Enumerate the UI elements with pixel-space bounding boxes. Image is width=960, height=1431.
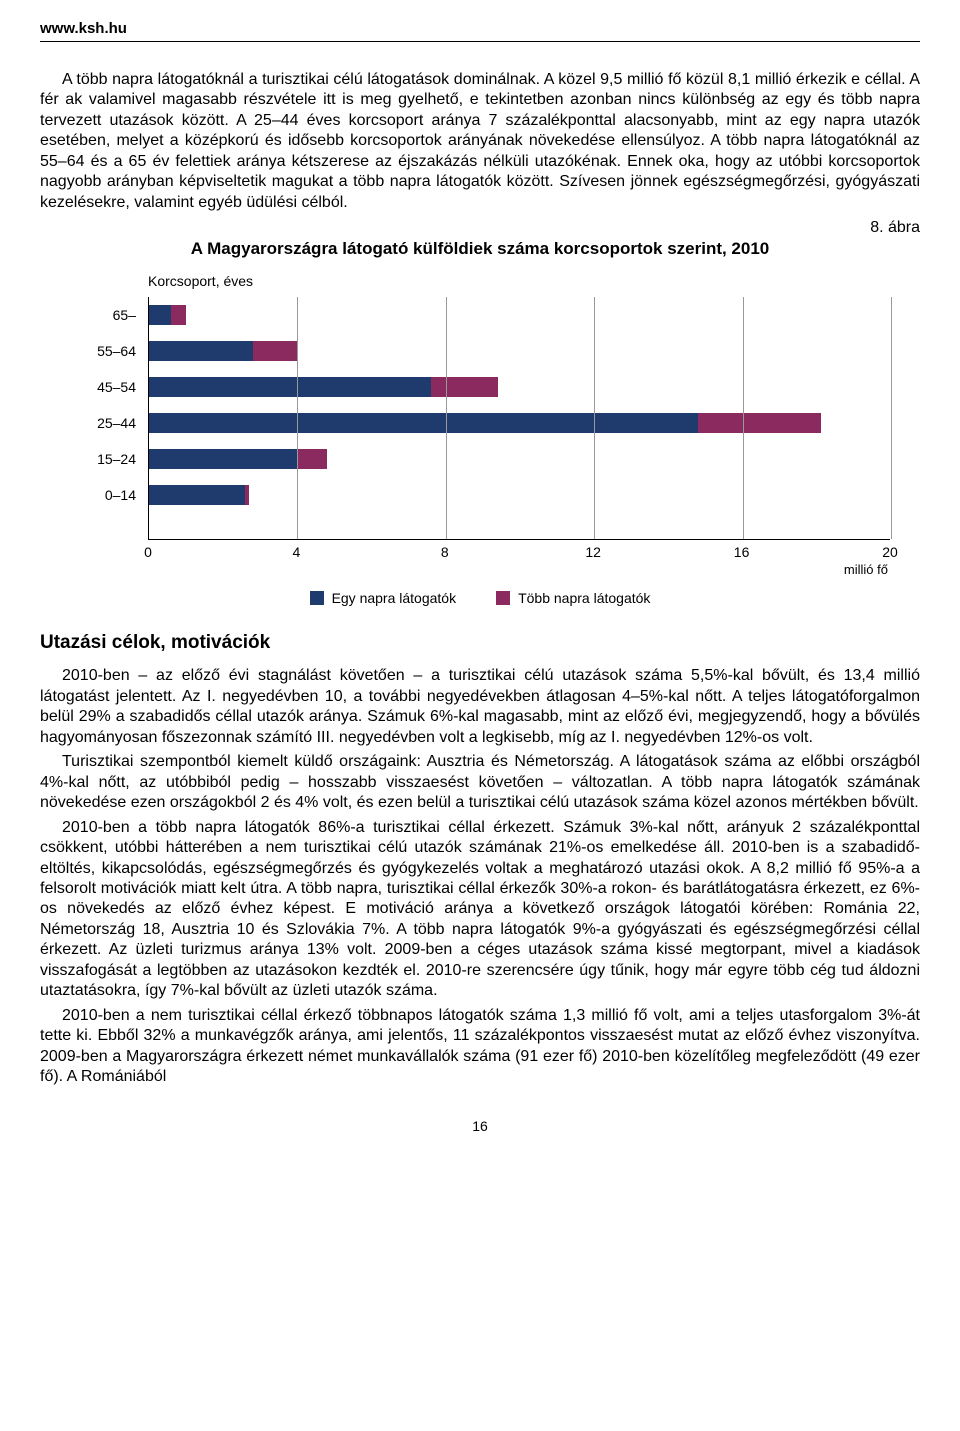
paragraph-4: 2010-ben a több napra látogatók 86%-a tu… bbox=[40, 818, 920, 1002]
y-axis-title: Korcsoport, éves bbox=[70, 273, 890, 289]
x-tick-label: 12 bbox=[585, 544, 601, 560]
y-category-label: 45–54 bbox=[70, 369, 148, 405]
gridline bbox=[891, 297, 892, 539]
bar-series2 bbox=[171, 305, 186, 325]
bar-row bbox=[149, 297, 890, 333]
bar-series2 bbox=[297, 449, 327, 469]
legend-swatch-2 bbox=[496, 591, 510, 605]
bar-series1 bbox=[149, 485, 245, 505]
paragraph-2: 2010-ben – az előző évi stagnálást követ… bbox=[40, 666, 920, 748]
bar-row bbox=[149, 477, 890, 513]
bar-series2 bbox=[245, 485, 249, 505]
x-tick-label: 4 bbox=[292, 544, 300, 560]
gridline bbox=[594, 297, 595, 539]
y-category-label: 55–64 bbox=[70, 333, 148, 369]
bar-series1 bbox=[149, 305, 171, 325]
bar-series1 bbox=[149, 413, 698, 433]
legend-item-2: Több napra látogatók bbox=[496, 590, 650, 606]
x-tick-label: 20 bbox=[882, 544, 898, 560]
bar-series2 bbox=[431, 377, 498, 397]
chart-title: A Magyarországra látogató külföldiek szá… bbox=[40, 239, 920, 259]
header-rule bbox=[40, 41, 920, 42]
chart: Korcsoport, éves 65–55–6445–5425–4415–24… bbox=[70, 273, 890, 606]
bar-series2 bbox=[698, 413, 820, 433]
legend: Egy napra látogatók Több napra látogatók bbox=[70, 590, 890, 606]
gridline bbox=[743, 297, 744, 539]
x-tick-label: 8 bbox=[441, 544, 449, 560]
y-category-label: 15–24 bbox=[70, 441, 148, 477]
bar-series1 bbox=[149, 377, 431, 397]
bar-row bbox=[149, 333, 890, 369]
gridline bbox=[446, 297, 447, 539]
paragraph-3: Turisztikai szempontból kiemelt küldő or… bbox=[40, 752, 920, 813]
legend-item-1: Egy napra látogatók bbox=[310, 590, 457, 606]
gridline bbox=[297, 297, 298, 539]
y-category-label: 0–14 bbox=[70, 477, 148, 513]
page-number: 16 bbox=[40, 1118, 920, 1134]
figure-label: 8. ábra bbox=[40, 219, 920, 237]
x-tick-label: 0 bbox=[144, 544, 152, 560]
header-url: www.ksh.hu bbox=[40, 20, 920, 37]
y-category-label: 25–44 bbox=[70, 405, 148, 441]
bar-row bbox=[149, 369, 890, 405]
section-heading: Utazási célok, motivációk bbox=[40, 632, 920, 654]
x-tick-label: 16 bbox=[734, 544, 750, 560]
bar-series1 bbox=[149, 449, 297, 469]
paragraph-5: 2010-ben a nem turisztikai céllal érkező… bbox=[40, 1006, 920, 1088]
bar-series2 bbox=[253, 341, 298, 361]
legend-label-1: Egy napra látogatók bbox=[332, 590, 457, 606]
bar-series1 bbox=[149, 341, 253, 361]
x-axis-unit: millió fő bbox=[844, 562, 888, 577]
legend-swatch-1 bbox=[310, 591, 324, 605]
bar-row bbox=[149, 441, 890, 477]
bar-row bbox=[149, 405, 890, 441]
paragraph-1: A több napra látogatóknál a turisztikai … bbox=[40, 70, 920, 213]
y-category-label: 65– bbox=[70, 297, 148, 333]
legend-label-2: Több napra látogatók bbox=[518, 590, 650, 606]
